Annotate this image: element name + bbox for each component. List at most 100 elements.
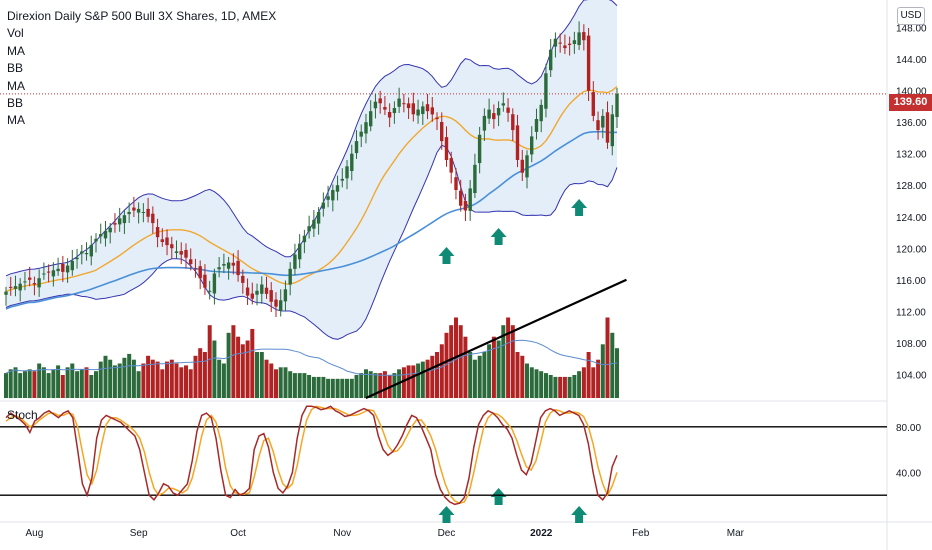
- volume-bar: [51, 369, 56, 399]
- candle-body: [279, 300, 283, 311]
- candle-body: [151, 213, 155, 224]
- volume-bar: [122, 357, 127, 399]
- stoch-pane-label[interactable]: Stoch: [7, 408, 38, 422]
- candle-body: [141, 212, 146, 213]
- candle-body: [406, 103, 411, 109]
- volume-bar: [278, 367, 283, 398]
- candle-body: [477, 134, 482, 164]
- volume-bar: [127, 353, 132, 398]
- legend-vol[interactable]: Vol: [7, 26, 24, 41]
- volume-bar: [544, 373, 548, 398]
- volume-bar: [558, 376, 563, 398]
- volume-bar: [4, 373, 8, 398]
- volume-bar: [411, 365, 416, 398]
- volume-bar: [198, 348, 203, 398]
- volume-bar: [420, 361, 425, 398]
- candle-body: [241, 275, 245, 283]
- price-axis-tick: 140.00: [896, 87, 927, 98]
- buy-arrow-icon: [571, 199, 588, 216]
- legend-ma-1[interactable]: MA: [7, 43, 25, 58]
- volume-bar: [567, 376, 572, 398]
- legend-bb-2[interactable]: BB: [7, 96, 24, 111]
- ma-50-line: [5, 130, 618, 310]
- time-axis-tick: 2022: [530, 528, 553, 539]
- price-axis-tick: 108.00: [896, 339, 927, 350]
- stoch-axis-tick: 80.00: [896, 423, 921, 434]
- candle-body: [459, 190, 463, 206]
- candle-body: [4, 291, 8, 295]
- price-axis-tick: 128.00: [896, 181, 927, 192]
- volume-bar: [165, 361, 169, 398]
- volume-bar: [359, 373, 364, 398]
- legend-bb-1[interactable]: BB: [7, 61, 24, 76]
- stoch-arrow-icon: [490, 488, 507, 505]
- volume-bar: [179, 367, 184, 398]
- candle-body: [42, 273, 46, 275]
- candle-body: [212, 273, 217, 294]
- volume-bar: [297, 373, 302, 398]
- volume-bar: [89, 375, 94, 398]
- candle-body: [56, 268, 60, 272]
- volume-bar: [501, 325, 506, 398]
- volume-bar: [368, 371, 373, 398]
- candle-body: [444, 137, 449, 160]
- time-axis-tick: Aug: [26, 528, 44, 539]
- volume-bar: [534, 369, 539, 399]
- currency-badge[interactable]: USD: [897, 7, 925, 25]
- volume-bar: [364, 369, 368, 399]
- price-axis-tick: 112.00: [896, 307, 926, 318]
- candle-body: [99, 234, 103, 237]
- volume-bar: [283, 367, 288, 398]
- candle-body: [222, 264, 226, 266]
- candle-body: [118, 218, 122, 225]
- candle-body: [316, 212, 321, 224]
- volume-bar: [482, 352, 487, 398]
- volume-bar: [373, 373, 378, 398]
- legend-ma-2[interactable]: MA: [7, 78, 25, 93]
- volume-bar: [487, 344, 492, 398]
- price-axis-tick: 120.00: [896, 244, 927, 255]
- volume-bar: [610, 332, 615, 398]
- candle-body: [534, 119, 539, 132]
- time-axis-tick: Oct: [230, 528, 246, 539]
- candle-body: [51, 270, 56, 277]
- price-axis-tick: 148.00: [896, 24, 927, 35]
- candle-body: [165, 237, 169, 246]
- candle-body: [430, 107, 434, 115]
- volume-bar: [496, 340, 501, 398]
- candle-body: [468, 188, 472, 211]
- stoch-arrow-icon: [438, 506, 455, 523]
- candle-body: [136, 208, 141, 213]
- buy-arrow-icon: [438, 247, 455, 264]
- volume-bar: [46, 373, 51, 398]
- volume-bar: [292, 373, 297, 398]
- candle-body: [283, 289, 288, 302]
- bollinger-band-fill: [6, 0, 617, 340]
- volume-bar: [510, 325, 515, 398]
- stoch-axis-tick: 40.00: [896, 468, 921, 479]
- volume-bar: [340, 378, 345, 398]
- time-axis-tick: Nov: [333, 528, 351, 539]
- volume-bar: [150, 359, 155, 398]
- candle-body: [364, 122, 368, 134]
- time-axis-tick: Sep: [130, 528, 148, 539]
- volume-bar: [184, 365, 188, 398]
- candle-body: [615, 93, 619, 117]
- candle-body: [307, 226, 311, 232]
- candle-body: [397, 98, 401, 107]
- volume-bar: [84, 367, 89, 398]
- time-axis-tick: Mar: [727, 528, 745, 539]
- legend-ma-3[interactable]: MA: [7, 113, 25, 128]
- volume-bar: [572, 375, 577, 398]
- volume-bar: [141, 363, 146, 398]
- candle-body: [601, 115, 605, 128]
- candle-body: [350, 153, 354, 171]
- candle-body: [312, 219, 316, 229]
- volume-bar: [458, 325, 463, 398]
- volume-bar: [136, 371, 141, 398]
- ma-20-line: [5, 85, 618, 293]
- candle-body: [511, 114, 515, 131]
- volume-bar: [264, 359, 269, 398]
- candle-body: [596, 120, 600, 131]
